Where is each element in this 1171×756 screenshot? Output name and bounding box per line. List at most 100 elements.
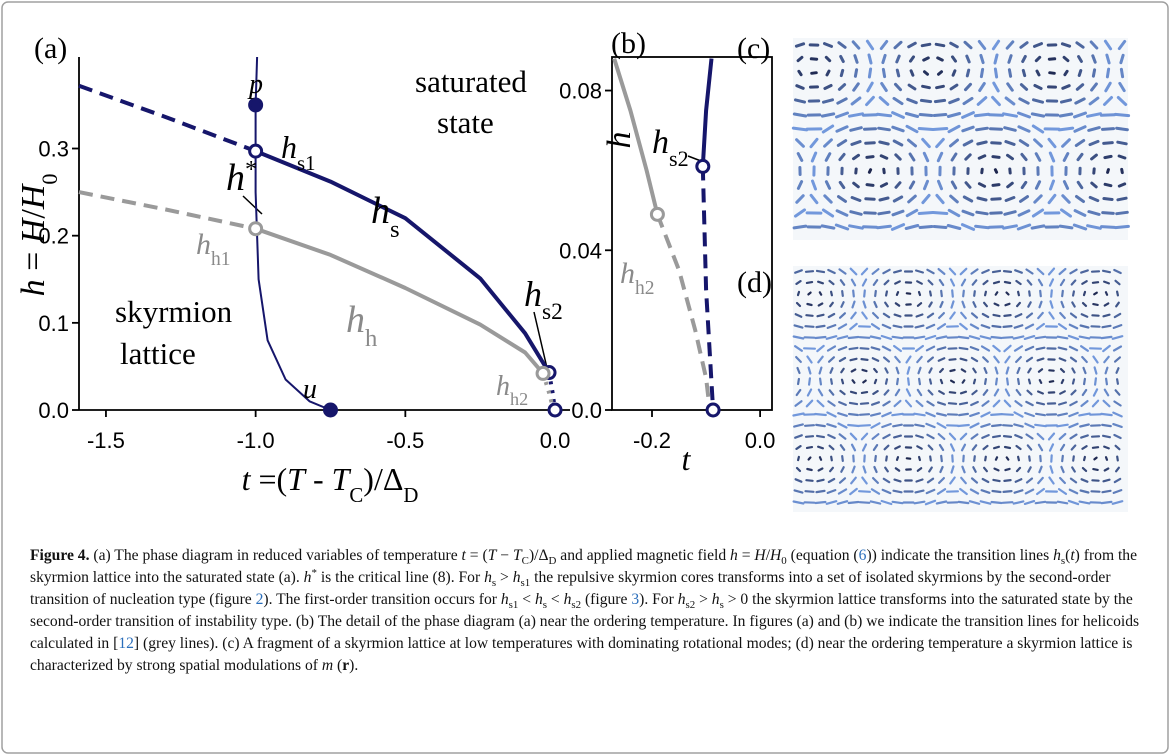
spin-arrow <box>917 211 935 215</box>
spin-arrow <box>1034 500 1047 505</box>
caption-link[interactable]: 12 <box>118 635 134 652</box>
spin-arrow <box>796 290 801 297</box>
spin-arrow <box>918 113 934 117</box>
spin-arrow <box>858 413 871 416</box>
spin-arrow <box>992 280 1001 285</box>
spin-arrow <box>974 224 990 230</box>
spin-arrow <box>1024 411 1035 418</box>
text-part: D <box>403 484 418 507</box>
spin-arrow <box>924 334 937 341</box>
spin-arrow <box>969 412 980 417</box>
spin-arrow <box>810 71 818 75</box>
spin-arrow <box>936 151 944 163</box>
spin-arrow <box>861 368 868 373</box>
spin-arrow <box>872 390 879 395</box>
spin-arrow <box>1058 476 1067 485</box>
spin-arrow <box>1016 366 1021 375</box>
spin-arrow <box>1071 466 1076 473</box>
spin-arrow <box>920 42 932 48</box>
annotation: p <box>247 69 263 100</box>
spin-arrow <box>1100 412 1113 417</box>
spin-arrow <box>1056 423 1069 428</box>
spin-arrow <box>810 151 818 163</box>
spin-arrow <box>837 83 847 91</box>
spin-arrow <box>1100 225 1116 229</box>
y-tick-label: 0.3 <box>38 137 69 162</box>
spin-arrow <box>1061 289 1064 298</box>
spin-arrow <box>804 325 815 328</box>
text-part: h1 <box>211 249 231 270</box>
spin-arrow <box>861 443 868 452</box>
spin-arrow <box>894 467 901 472</box>
spin-arrow <box>973 112 991 118</box>
spin-arrow <box>814 335 827 340</box>
spin-arrow <box>972 301 977 308</box>
annotation: hh1 <box>196 228 231 270</box>
spin-arrow <box>882 477 891 484</box>
spin-arrow <box>1030 112 1046 118</box>
spin-arrow <box>872 444 879 451</box>
spin-arrow <box>1079 324 1090 329</box>
spin-arrow <box>993 168 999 174</box>
spin-arrow <box>979 500 992 505</box>
spin-arrow <box>905 208 919 218</box>
spin-arrow <box>848 224 864 230</box>
point-marker <box>322 402 338 418</box>
spin-arrow <box>1060 300 1065 309</box>
spin-arrow <box>825 69 831 77</box>
spin-arrow <box>1082 290 1087 297</box>
spin-arrow <box>840 466 845 473</box>
caption-link[interactable]: 2 <box>255 591 264 608</box>
spin-arrow <box>1002 490 1013 493</box>
spin-arrow <box>1048 380 1055 383</box>
spin-arrow <box>827 356 836 363</box>
spin-arrow <box>1037 476 1044 485</box>
text-part: skyrmion <box>115 294 233 329</box>
spin-arrow <box>1015 466 1022 473</box>
spin-arrow <box>916 355 923 364</box>
spin-arrow <box>805 446 814 449</box>
spin-arrow <box>871 477 880 484</box>
caption-link[interactable]: 3 <box>631 591 640 608</box>
spin-arrow <box>850 140 862 146</box>
caption-text: ( <box>1065 547 1071 564</box>
spin-arrow <box>1090 181 1098 189</box>
spin-arrow <box>1078 500 1091 505</box>
spin-arrow <box>1060 98 1072 104</box>
spin-arrow <box>1088 139 1100 147</box>
spin-arrow <box>882 312 891 319</box>
spin-arrow <box>994 366 999 375</box>
caption-text: − <box>496 547 513 564</box>
spin-arrow <box>794 42 806 48</box>
spin-arrow <box>795 280 802 285</box>
spin-arrow <box>932 225 948 229</box>
spin-arrow <box>991 489 1002 494</box>
spin-arrow <box>1023 335 1036 340</box>
y-tick-label: 0.0 <box>571 398 602 423</box>
spin-arrow <box>1057 126 1075 132</box>
spin-arrow <box>823 84 833 90</box>
spin-arrow <box>839 279 846 286</box>
spin-arrow <box>1069 268 1078 275</box>
spin-arrow <box>1104 81 1112 93</box>
spin-arrow <box>1069 433 1078 440</box>
spin-arrow <box>870 422 881 429</box>
spin-arrow <box>809 193 819 205</box>
spin-arrow <box>949 368 956 373</box>
text-part: u <box>303 374 317 405</box>
spin-arrow <box>1058 432 1067 441</box>
spin-arrow <box>933 98 947 104</box>
caption-text: s <box>491 577 497 590</box>
spin-arrow <box>1036 267 1045 276</box>
spin-arrow <box>964 181 972 189</box>
spin-arrow <box>949 41 959 49</box>
spin-arrow <box>938 390 945 395</box>
curve <box>655 213 712 411</box>
spin-arrow <box>957 335 970 340</box>
spin-arrow <box>1073 125 1087 133</box>
caption-link[interactable]: 6 <box>858 547 867 564</box>
spin-arrow <box>1003 445 1012 450</box>
spin-arrow <box>1106 168 1110 174</box>
spin-arrow <box>961 111 975 119</box>
spin-arrow <box>862 300 867 309</box>
